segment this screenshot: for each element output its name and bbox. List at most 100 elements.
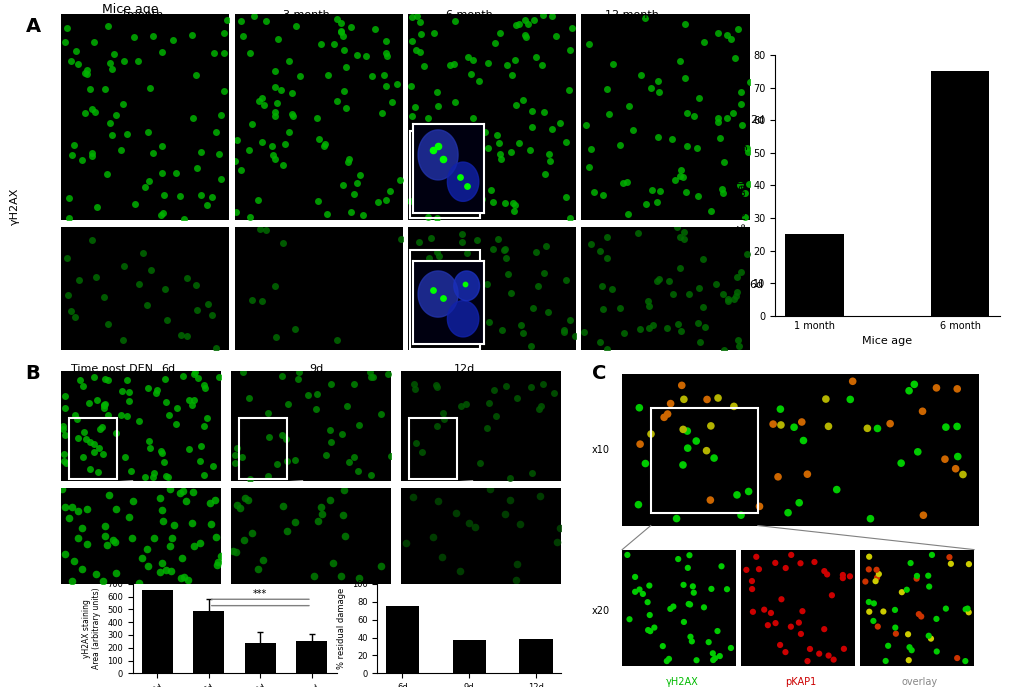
Point (751, 501, 767, 512)
Point (348, 50, 365, 61)
Point (71, 274, 88, 285)
Point (158, 565, 174, 576)
Point (690, 283, 706, 294)
Point (121, 512, 138, 523)
Point (900, 655, 916, 666)
Point (85, 103, 101, 114)
Point (157, 283, 173, 294)
Point (459, 247, 475, 258)
Point (639, 597, 655, 608)
Point (671, 232, 687, 243)
Point (355, 210, 371, 221)
Point (351, 573, 367, 584)
Point (722, 642, 739, 653)
Point (506, 199, 523, 210)
Point (564, 23, 580, 34)
Point (185, 540, 202, 551)
Point (535, 10, 551, 21)
Point (431, 300, 447, 311)
Point (759, 620, 775, 631)
Point (87, 439, 103, 450)
Polygon shape (418, 130, 458, 180)
Point (658, 655, 675, 666)
Text: 6d: 6d (749, 280, 763, 290)
Point (523, 106, 539, 117)
Point (496, 508, 513, 519)
Point (487, 410, 503, 421)
Point (392, 174, 409, 185)
Point (232, 164, 249, 175)
Point (739, 146, 755, 157)
Point (137, 471, 153, 482)
Point (465, 54, 481, 65)
Point (140, 561, 156, 572)
Point (69, 505, 86, 516)
Point (184, 487, 201, 498)
Point (215, 27, 231, 38)
Point (705, 453, 721, 464)
Point (919, 570, 935, 581)
Point (709, 113, 726, 124)
Point (322, 495, 338, 506)
Point (246, 10, 262, 21)
Point (539, 306, 555, 317)
Point (358, 50, 374, 61)
Point (254, 137, 270, 148)
Point (60, 213, 76, 224)
Point (713, 289, 730, 300)
Point (141, 176, 157, 187)
Point (479, 279, 495, 290)
Point (485, 385, 501, 396)
Point (369, 196, 385, 207)
Point (630, 499, 646, 510)
Point (675, 234, 691, 245)
Text: A: A (25, 17, 41, 36)
Point (192, 455, 208, 466)
Point (524, 302, 540, 313)
Point (100, 20, 116, 31)
Point (213, 173, 229, 184)
Point (425, 284, 441, 295)
Point (591, 245, 607, 256)
Point (684, 581, 700, 592)
Point (919, 630, 935, 641)
Point (66, 410, 83, 421)
Point (152, 566, 168, 577)
Point (428, 382, 444, 393)
Point (160, 409, 176, 420)
Point (116, 55, 132, 66)
Point (199, 199, 215, 210)
Point (835, 643, 851, 654)
Point (860, 596, 876, 607)
Point (560, 84, 577, 95)
Point (719, 293, 736, 304)
Point (698, 394, 714, 405)
Point (817, 394, 834, 405)
Point (403, 80, 419, 91)
Point (463, 69, 479, 80)
Point (458, 398, 474, 409)
Point (640, 295, 656, 306)
Point (97, 530, 113, 541)
Point (679, 107, 695, 118)
Point (675, 579, 691, 590)
Point (641, 609, 657, 620)
Point (733, 86, 749, 97)
Point (274, 429, 290, 440)
Point (711, 133, 728, 144)
Point (621, 613, 637, 624)
Point (131, 577, 148, 588)
Point (208, 531, 224, 542)
Point (530, 403, 546, 414)
Point (309, 515, 325, 526)
Point (719, 295, 736, 306)
Point (430, 251, 446, 262)
Point (177, 495, 194, 506)
Point (949, 451, 965, 462)
Point (107, 537, 123, 548)
Point (582, 143, 598, 154)
Point (314, 508, 330, 519)
Point (818, 569, 835, 580)
Text: C: C (591, 364, 605, 383)
Point (127, 199, 144, 210)
